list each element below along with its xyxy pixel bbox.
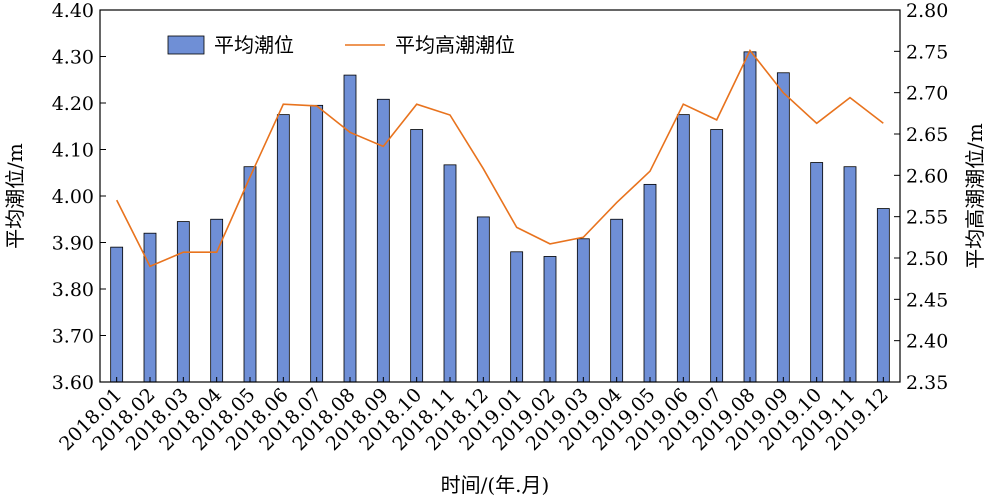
bar	[510, 251, 524, 383]
left-axis-title: 平均潮位/m	[3, 143, 27, 249]
left-tick-label: 4.20	[52, 93, 94, 115]
bar	[843, 166, 857, 383]
bar	[443, 164, 457, 383]
bar	[243, 166, 257, 383]
left-tick-label: 4.10	[52, 140, 94, 162]
bar	[876, 208, 890, 383]
right-tick-label: 2.65	[906, 124, 948, 146]
bar	[110, 246, 124, 383]
bar	[776, 72, 790, 383]
bar	[543, 256, 557, 383]
right-tick-label: 2.55	[906, 207, 948, 229]
right-tick-label: 2.40	[906, 331, 948, 353]
bar	[176, 221, 190, 383]
left-tick-label: 3.60	[52, 372, 94, 394]
x-axis-ticks: 2018.012018.022018.032018.042018.052018.…	[55, 377, 893, 455]
bar	[410, 129, 424, 383]
left-tick-label: 4.30	[52, 47, 94, 69]
left-tick-label: 3.70	[52, 326, 94, 348]
right-axis-ticks: 2.35 2.40 2.45 2.50 2.55 2.60 2.65 2.70 2.75 2.80	[894, 0, 948, 394]
right-tick-label: 2.70	[906, 83, 948, 105]
bar	[643, 183, 657, 383]
right-tick-label: 2.50	[906, 248, 948, 270]
left-tick-label: 4.00	[52, 186, 94, 208]
bar	[676, 114, 690, 383]
x-axis-title: 时间/(年.月)	[441, 473, 550, 497]
bar	[310, 104, 324, 383]
legend-bar-swatch	[167, 35, 205, 55]
bar	[810, 162, 824, 383]
legend-label-bar: 平均潮位	[214, 33, 294, 57]
bar	[710, 129, 724, 383]
bar	[343, 74, 357, 383]
right-tick-label: 2.60	[906, 165, 948, 187]
bar-series	[110, 51, 890, 383]
legend: 平均潮位 平均高潮潮位	[167, 33, 515, 57]
bar	[743, 51, 757, 383]
legend-label-line: 平均高潮潮位	[395, 33, 515, 57]
bar	[576, 238, 590, 383]
bar	[610, 218, 624, 383]
left-axis-ticks: 3.60 3.70 3.80 3.90 4.00 4.10 4.20 4.30 4.40	[52, 0, 106, 394]
left-tick-label: 3.90	[52, 233, 94, 255]
line-series-high-tide	[115, 48, 884, 268]
left-tick-label: 4.40	[52, 0, 94, 22]
bar	[143, 232, 157, 383]
bar	[276, 114, 290, 383]
right-tick-label: 2.80	[906, 0, 948, 22]
left-tick-label: 3.80	[52, 279, 94, 301]
bar	[476, 216, 490, 383]
right-tick-label: 2.35	[906, 372, 948, 394]
right-tick-label: 2.75	[906, 41, 948, 63]
right-axis-title: 平均高潮潮位/m	[963, 123, 987, 269]
right-tick-label: 2.45	[906, 289, 948, 311]
